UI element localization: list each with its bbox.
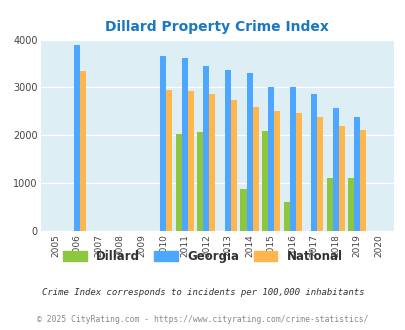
Bar <box>188 91 194 231</box>
Bar <box>203 66 209 231</box>
Bar <box>224 70 230 231</box>
Bar <box>230 100 237 231</box>
Bar <box>160 56 166 231</box>
Bar <box>359 130 365 231</box>
Bar <box>197 132 203 231</box>
Bar <box>181 58 188 231</box>
Bar <box>175 134 181 231</box>
Bar <box>273 111 279 231</box>
Bar <box>326 178 332 231</box>
Bar <box>289 87 295 231</box>
Bar <box>353 117 359 231</box>
Bar <box>252 107 258 231</box>
Bar <box>240 189 246 231</box>
Bar <box>310 94 316 231</box>
Bar <box>295 113 301 231</box>
Bar <box>283 202 289 231</box>
Text: © 2025 CityRating.com - https://www.cityrating.com/crime-statistics/: © 2025 CityRating.com - https://www.city… <box>37 315 368 324</box>
Bar <box>332 108 338 231</box>
Text: Crime Index corresponds to incidents per 100,000 inhabitants: Crime Index corresponds to incidents per… <box>42 288 363 297</box>
Bar <box>267 87 273 231</box>
Bar <box>80 71 86 231</box>
Bar <box>74 45 80 231</box>
Title: Dillard Property Crime Index: Dillard Property Crime Index <box>105 20 328 34</box>
Bar <box>316 117 322 231</box>
Bar <box>261 130 267 231</box>
Bar <box>338 126 344 231</box>
Bar <box>209 94 215 231</box>
Bar <box>347 178 353 231</box>
Bar <box>246 73 252 231</box>
Bar <box>166 90 172 231</box>
Legend: Dillard, Georgia, National: Dillard, Georgia, National <box>63 250 342 263</box>
